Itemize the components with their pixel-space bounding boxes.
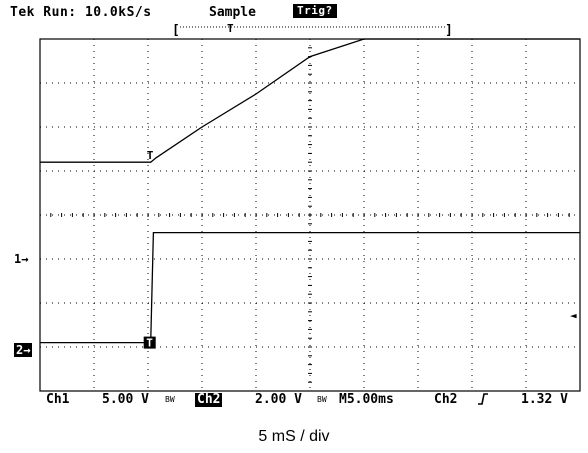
waveform-traces: TT — [40, 38, 580, 350]
ch2-trace — [40, 231, 580, 344]
ch2-trigger-point-box — [143, 336, 156, 349]
ch1-trace — [40, 38, 580, 163]
svg-text:[: [ — [172, 23, 180, 38]
ch1-ground-marker: 1→ — [14, 252, 29, 266]
trigger-status-badge: Trig? — [293, 4, 337, 18]
ch1-bandwidth-icon: BW — [165, 395, 175, 404]
ch2-ground-marker: 2→ — [14, 343, 33, 357]
ch1-trigger-point-marker: T — [147, 149, 154, 162]
caption: 5 mS / div — [258, 428, 330, 445]
trigger-source: Ch2 — [434, 392, 458, 407]
ch1-label: Ch1 — [46, 392, 70, 407]
rising-edge-icon — [477, 393, 489, 409]
timebase: M5.00ms — [339, 392, 394, 407]
ch2-bandwidth-icon: BW — [317, 395, 327, 404]
trigger-level: 1.32 V — [521, 392, 568, 407]
run-status: Tek Run: 10.0kS/s — [10, 5, 152, 20]
ch2-trigger-point-marker: T — [146, 337, 153, 350]
svg-text:]: ] — [445, 23, 453, 38]
acquisition-mode: Sample — [209, 5, 256, 20]
ch1-scale: 5.00 V — [102, 392, 149, 407]
ch2-label: Ch2 — [195, 392, 223, 407]
graticule-grid — [39, 38, 581, 392]
ch2-scale: 2.00 V — [255, 392, 302, 407]
trigger-level-marker: ◄ — [570, 309, 577, 322]
svg-text:T: T — [227, 22, 234, 35]
trigger-position-bracket: [ T ] — [172, 22, 453, 38]
